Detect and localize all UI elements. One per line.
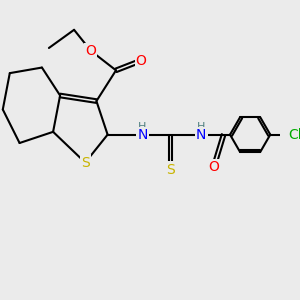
Text: N: N xyxy=(196,128,206,142)
Text: O: O xyxy=(208,160,219,174)
Text: H: H xyxy=(138,122,146,132)
Text: Cl: Cl xyxy=(289,128,300,142)
Text: S: S xyxy=(166,163,175,177)
Text: N: N xyxy=(137,128,148,142)
Text: O: O xyxy=(136,54,147,68)
Text: H: H xyxy=(196,122,205,132)
Text: S: S xyxy=(81,156,90,170)
Text: O: O xyxy=(85,44,96,58)
